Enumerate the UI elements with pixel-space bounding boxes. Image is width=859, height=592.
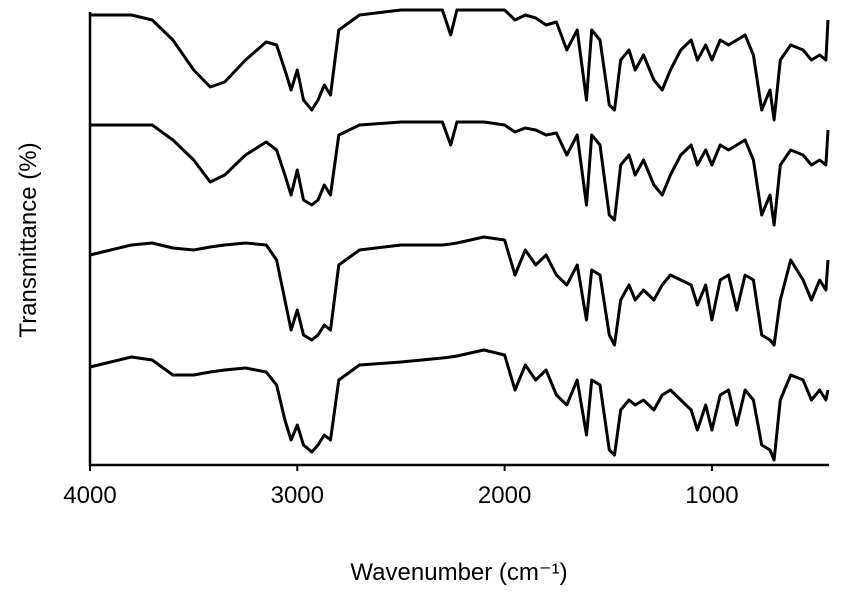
spectrum-line (89, 235, 830, 347)
x-tick-label: 3000 (271, 482, 324, 509)
spectrum-line (90, 120, 830, 227)
x-tick-label: 4000 (63, 482, 116, 509)
x-tick-label: 1000 (685, 482, 738, 509)
y-axis-label: Transmittance (%) (15, 142, 42, 337)
x-tick-label: 2000 (478, 482, 531, 509)
spectrum-line (89, 348, 830, 462)
x-axis-label: Wavenumber (cm⁻¹) (350, 559, 567, 586)
spectrum-line (90, 8, 830, 122)
